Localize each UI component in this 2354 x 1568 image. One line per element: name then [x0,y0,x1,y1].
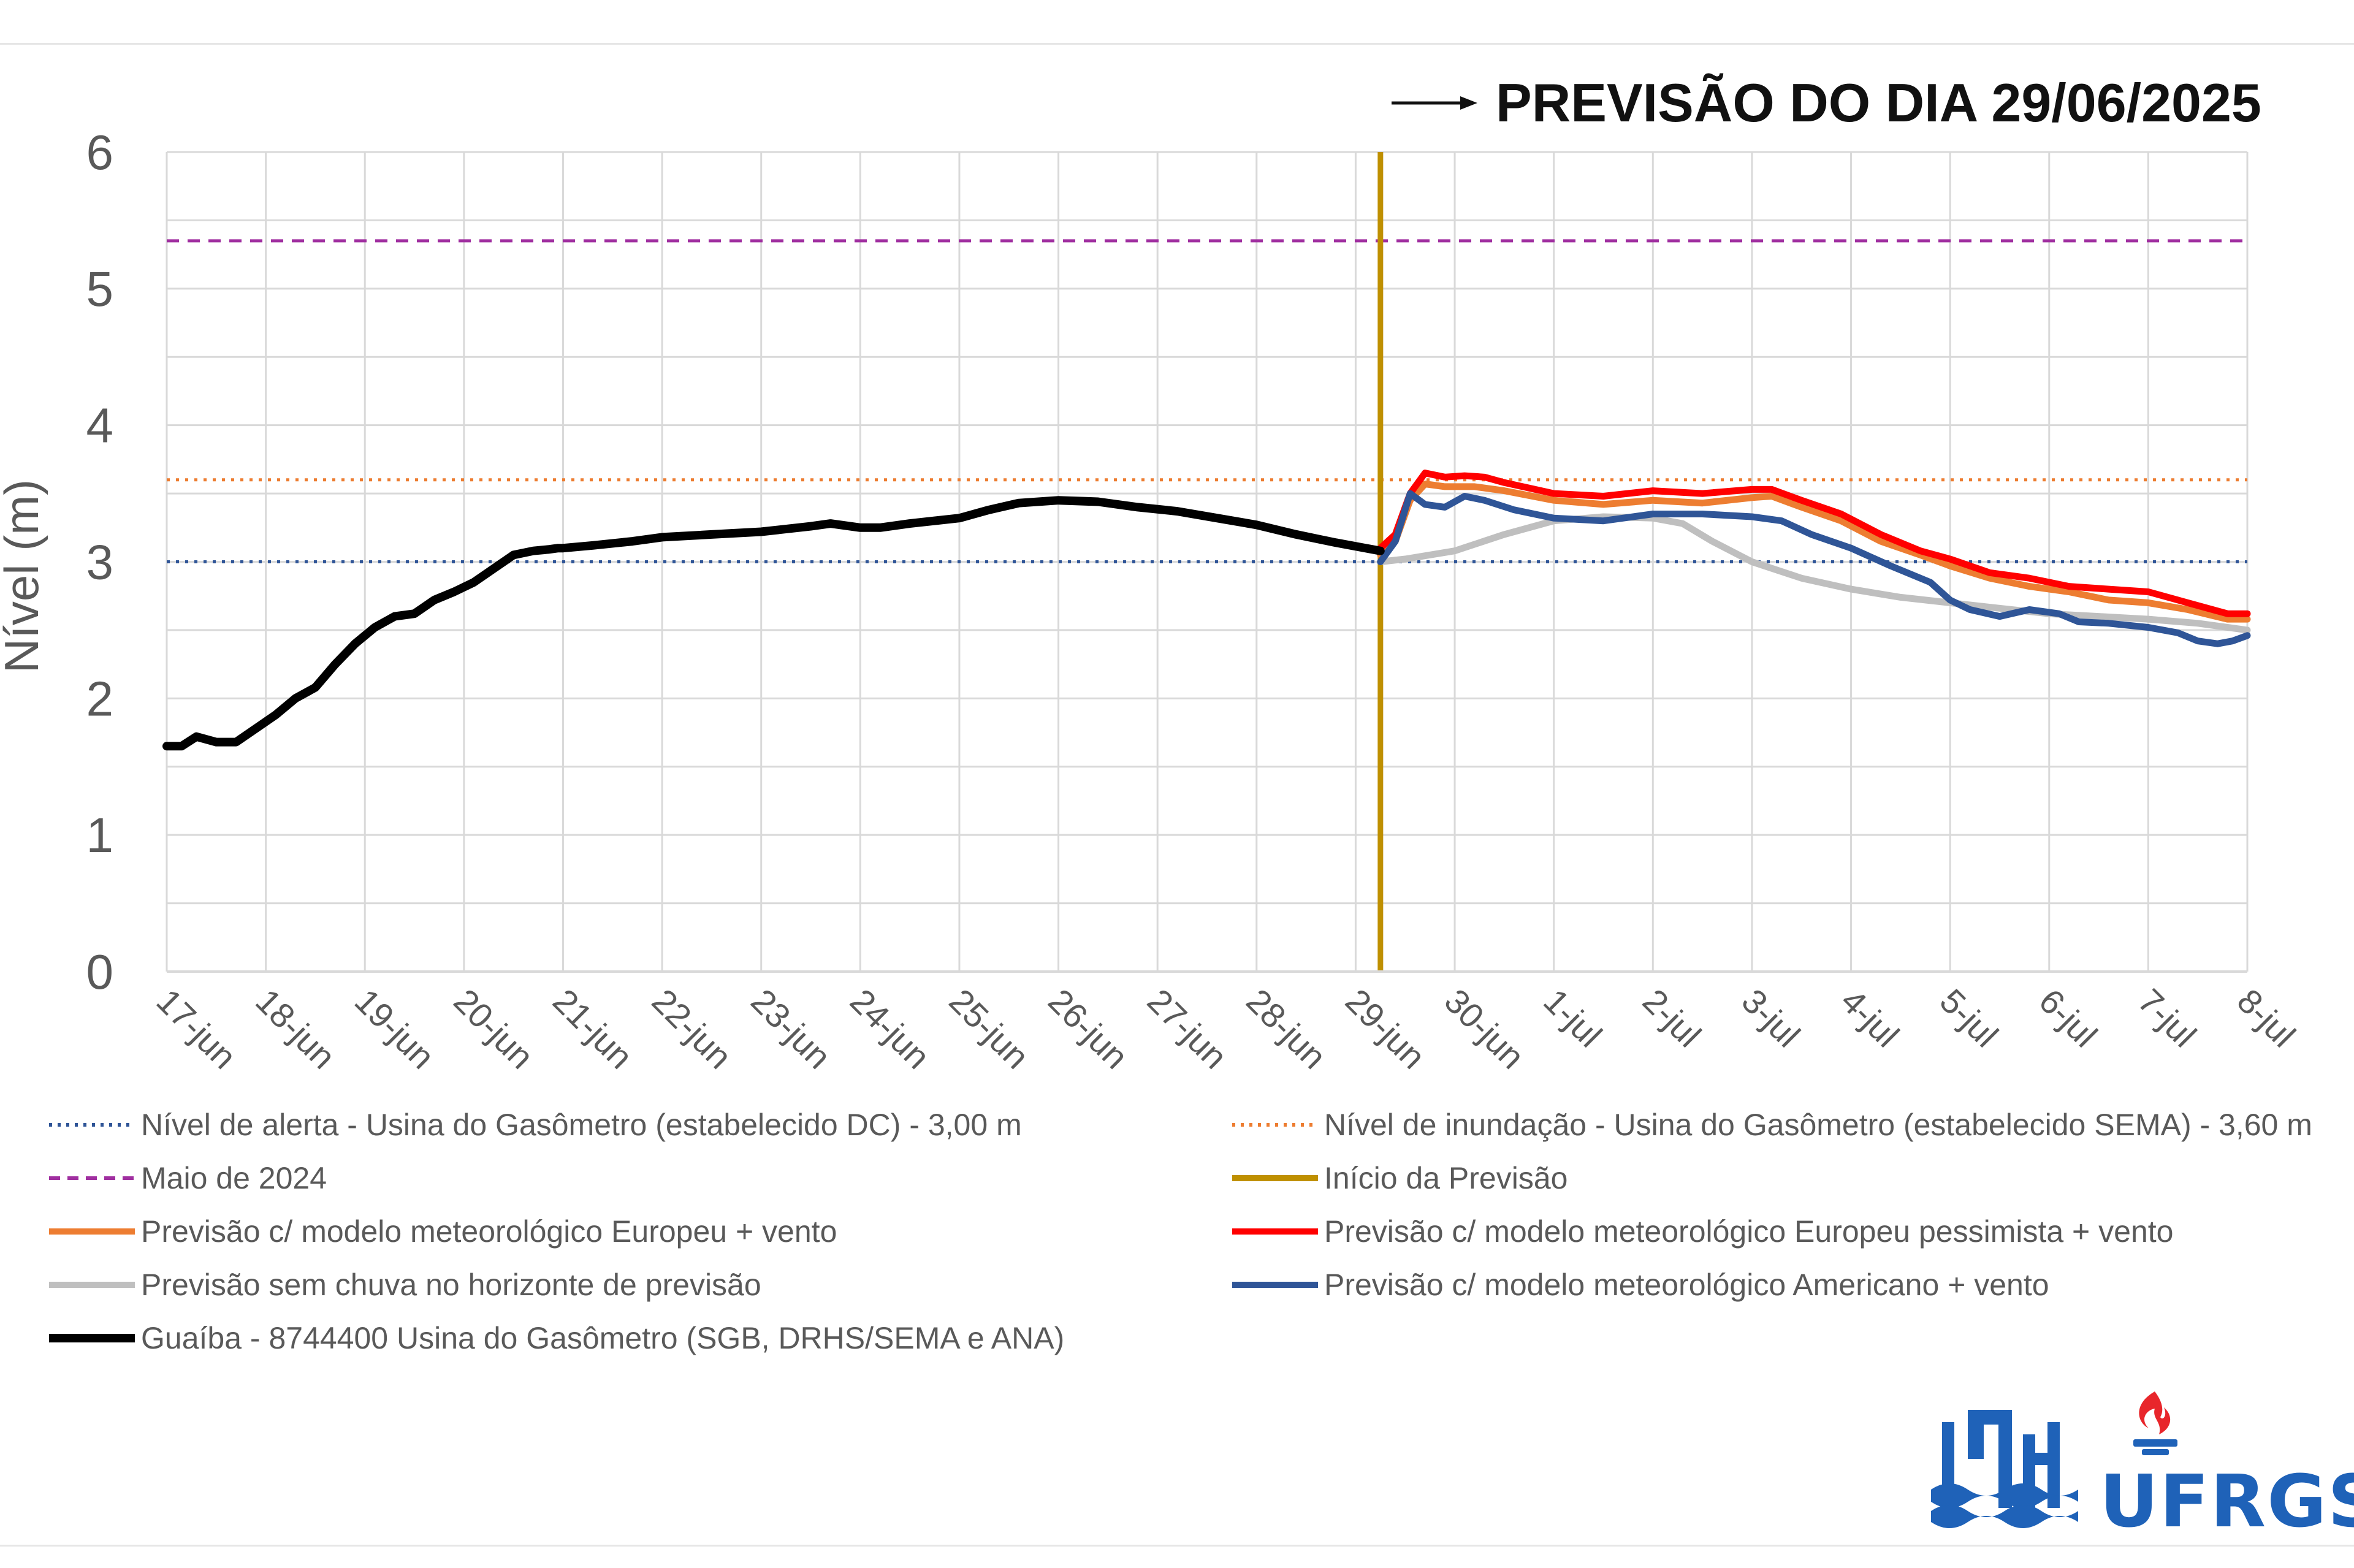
y-tick-label: 1 [86,808,114,862]
series-line [1377,481,2251,623]
x-tick-label: 5-jul [1933,981,2006,1054]
x-tick-label: 30-jun [1438,981,1533,1076]
legend-item: Previsão c/ modelo meteorológico Europeu… [1232,1210,2173,1253]
x-tick-label: 21-jun [546,981,641,1076]
y-tick-label: 6 [86,125,114,180]
bottom-divider [0,1545,2354,1547]
legend-item: Início da Previsão [1232,1157,1567,1200]
chart-title: PREVISÃO DO DIA 29/06/2025 [1392,66,2261,140]
legend-item: Previsão c/ modelo meteorológico Europeu… [49,1210,837,1253]
legend-swatch [1232,1228,1318,1235]
x-tick-label: 26-jun [1041,981,1136,1076]
y-tick-label: 0 [86,945,114,999]
x-tick-label: 18-jun [248,981,343,1076]
x-tick-label: 22-jun [645,981,740,1076]
legend-item: Nível de alerta - Usina do Gasômetro (es… [49,1103,1022,1146]
axes: 0 1 2 3 4 5 6 17-jun 18-jun 19-jun 20-jun 21-jun 22-… [86,125,2303,1076]
series-lines [162,470,2251,751]
title-text: PREVISÃO DO DIA 29/06/2025 [1496,72,2261,133]
x-tick-label: 23-jun [744,981,839,1076]
x-tick-label: 27-jun [1140,981,1235,1076]
legend-label: Previsão c/ modelo meteorológico America… [1324,1268,2049,1302]
legend-swatch [49,1123,135,1127]
legend-swatch [49,1228,135,1235]
y-tick-label: 5 [86,262,114,316]
legend: Nível de alerta - Usina do Gasômetro (es… [0,1091,2354,1373]
x-tick-label: 1-jul [1536,981,1609,1054]
series-line [162,496,1385,751]
x-tick-label: 4-jul [1834,981,1906,1054]
x-tick-label: 7-jul [2131,981,2204,1054]
legend-label: Previsão sem chuva no horizonte de previ… [141,1268,761,1302]
x-tick-label: 17-jun [150,981,245,1076]
legend-label: Nível de alerta - Usina do Gasômetro (es… [141,1108,1022,1142]
legend-item: Previsão sem chuva no horizonte de previ… [49,1263,761,1306]
legend-swatch [49,1282,135,1288]
legend-label: Previsão c/ modelo meteorológico Europeu… [1324,1214,2174,1249]
y-axis-label: Nível (m) [0,479,48,673]
legend-item: Maio de 2024 [49,1157,327,1200]
legend-label: Previsão c/ modelo meteorológico Europeu… [141,1214,837,1249]
series-line [1377,513,2251,634]
ufrgs-wordmark: UFRGS [2100,1459,2354,1543]
legend-swatch [49,1176,135,1180]
y-tick-label: 2 [86,671,114,726]
series-line [1377,490,2251,647]
y-tick-label: 4 [86,398,114,453]
legend-swatch [1232,1175,1318,1181]
legend-swatch [49,1334,135,1342]
ufrgs-flame-icon [2133,1391,2177,1455]
x-tick-label: 24-jun [843,981,938,1076]
legend-item: Guaíba - 8744400 Usina do Gasômetro (SGB… [49,1317,1064,1360]
iph-logo-icon [1931,1410,2078,1528]
y-tick-label: 3 [86,535,114,590]
legend-swatch [1232,1282,1318,1288]
x-tick-label: 29-jun [1338,981,1433,1076]
x-tick-label: 3-jul [1734,981,1807,1054]
x-tick-label: 28-jun [1239,981,1334,1076]
series-line [1377,470,2251,617]
legend-item: Previsão c/ modelo meteorológico America… [1232,1263,2049,1306]
x-tick-label: 20-jun [446,981,541,1076]
x-tick-label: 6-jul [2032,981,2105,1054]
x-tick-label: 25-jun [942,981,1037,1076]
level-chart: 0 1 2 3 4 5 6 17-jun 18-jun 19-jun 20-jun 21-jun 22-… [0,125,2303,1076]
legend-label: Maio de 2024 [141,1161,327,1195]
x-tick-label: 8-jul [2230,981,2303,1054]
logos: UFRGS [1931,1385,2354,1545]
legend-swatch [1232,1123,1318,1127]
legend-label: Início da Previsão [1324,1161,1568,1195]
legend-label: Nível de inundação - Usina do Gasômetro … [1324,1108,2312,1142]
legend-item: Nível de inundação - Usina do Gasômetro … [1232,1103,2312,1146]
right-arrow-icon [1392,96,1477,110]
x-tick-label: 19-jun [348,981,443,1076]
legend-label: Guaíba - 8744400 Usina do Gasômetro (SGB… [141,1321,1065,1355]
x-tick-label: 2-jul [1636,981,1708,1054]
top-divider [0,43,2354,45]
